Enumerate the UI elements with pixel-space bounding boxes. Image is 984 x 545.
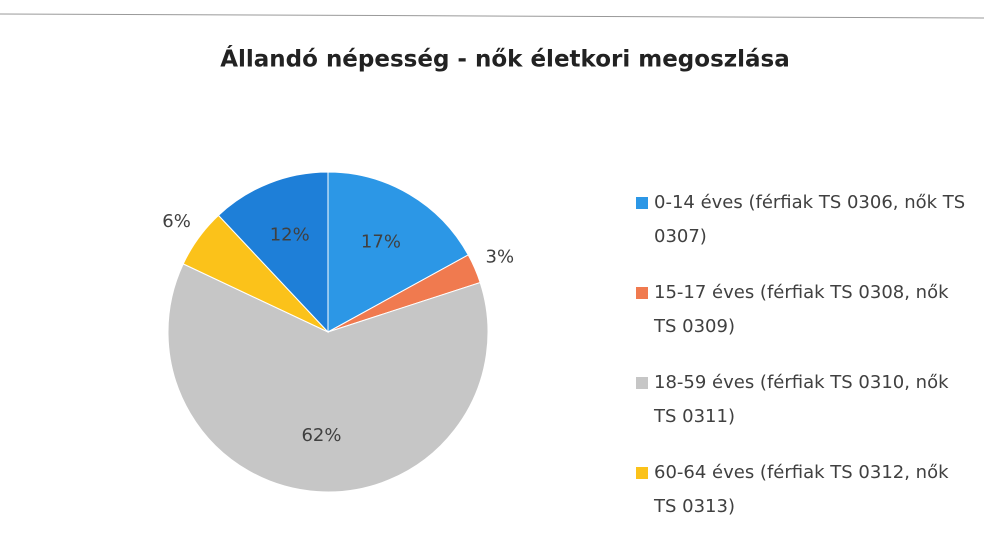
pie-slice (217, 171, 329, 334)
legend-label: 60-64 éves (férfiak TS 0312, nők TS 0313… (654, 462, 949, 517)
data-label: 12% (270, 224, 310, 245)
legend-label: 15-17 éves (férfiak TS 0308, nők TS 0309… (654, 282, 949, 337)
data-label: 6% (162, 211, 191, 232)
border-line (0, 13, 984, 19)
legend-swatch (636, 197, 648, 209)
legend-label: 0-14 éves (férfiak TS 0306, nők TS 0307) (654, 192, 966, 247)
pie-slice (327, 171, 469, 333)
legend-item: 15-17 éves (férfiak TS 0308, nők TS 0309… (636, 276, 966, 344)
data-label: 3% (486, 247, 515, 268)
legend-swatch (636, 377, 648, 389)
chart-title: Állandó népesség - nők életkori megoszlá… (220, 45, 790, 73)
legend-swatch (636, 287, 648, 299)
data-label: 17% (361, 231, 401, 252)
legend-item: 18-59 éves (férfiak TS 0310, nők TS 0311… (636, 366, 966, 434)
legend-item: 0-14 éves (férfiak TS 0306, nők TS 0307) (636, 186, 966, 254)
legend-item: 60-64 éves (férfiak TS 0312, nők TS 0313… (636, 456, 966, 524)
data-label: 62% (301, 425, 341, 446)
pie-slice (167, 263, 489, 493)
legend-label: 18-59 éves (férfiak TS 0310, nők TS 0311… (654, 372, 949, 427)
legend: 0-14 éves (férfiak TS 0306, nők TS 0307)… (636, 186, 966, 545)
legend-swatch (636, 467, 648, 479)
